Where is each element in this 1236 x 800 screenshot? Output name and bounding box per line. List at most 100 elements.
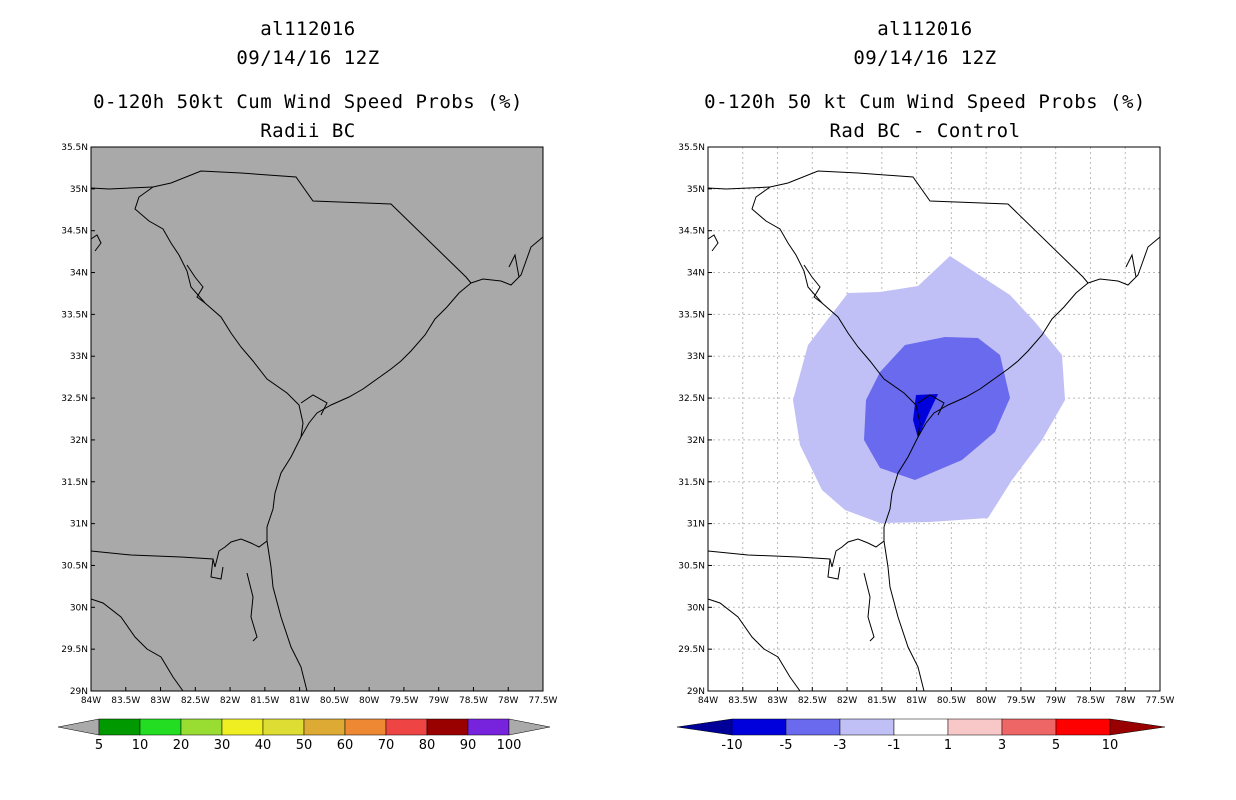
contour-minus3: [864, 337, 1010, 480]
left-lat-label: 29N: [70, 687, 88, 697]
left-lon-label: 80W: [359, 696, 379, 706]
right-lon-label: 79.5W: [1006, 696, 1035, 706]
right-axis: 35.5N 35N 34.5N 34N 33.5N 33N 32.5N 32N 31.5N 31N…: [678, 143, 1174, 706]
left-colorbar-label: 80: [419, 738, 436, 753]
left-lon-label: 80.5W: [320, 696, 349, 706]
left-storm-id: al112016: [260, 18, 356, 40]
right-lat-label: 34N: [687, 269, 705, 279]
left-axis: 35.5N 35N 34.5N 34N 33.5N 33N 32.5N 32N 31.5N 31N…: [61, 143, 557, 706]
left-colorbar-label: 50: [296, 738, 313, 753]
right-colorbar-box: [1001, 718, 1057, 736]
right-lat-label: 33N: [687, 352, 705, 362]
right-lon-label: 84W: [698, 696, 718, 706]
right-colorbar-label: -3: [834, 738, 847, 753]
right-colorbar-end: [676, 718, 733, 736]
left-lon-label: 83W: [150, 696, 170, 706]
right-lat-label: 29.5N: [678, 645, 705, 655]
right-lat-label: 35N: [687, 185, 705, 195]
right-lat-label: 30.5N: [678, 561, 705, 571]
left-lat-label: 32N: [70, 436, 88, 446]
left-colorbar-box: [467, 718, 510, 736]
right-lon-label: 78.5W: [1076, 696, 1105, 706]
right-lat-label: 31.5N: [678, 478, 705, 488]
right-colorbar-label: -1: [888, 738, 901, 753]
right-colorbar: -10 -5 -3 -1 1 3 5 10: [676, 718, 1166, 753]
right-colorbar-label: -5: [780, 738, 793, 753]
right-lon-label: 83.5W: [728, 696, 757, 706]
right-colorbar-box: [785, 718, 841, 736]
left-map-land: [90, 146, 544, 692]
right-colorbar-label: 1: [944, 738, 952, 753]
left-colorbar-label: 60: [337, 738, 354, 753]
right-lon-label: 79W: [1046, 696, 1066, 706]
left-subtitle: Radii BC: [260, 120, 356, 142]
left-colorbar-box: [344, 718, 387, 736]
left-colorbar-label: 90: [460, 738, 477, 753]
right-lon-label: 78W: [1115, 696, 1135, 706]
left-colorbar-box: [221, 718, 264, 736]
left-lon-label: 79W: [429, 696, 449, 706]
left-lat-label: 32.5N: [61, 394, 88, 404]
left-lat-label: 34N: [70, 269, 88, 279]
right-lon-label: 80W: [976, 696, 996, 706]
left-lon-label: 82W: [220, 696, 240, 706]
left-lon-label: 84W: [81, 696, 101, 706]
left-colorbar-end: [57, 718, 100, 736]
right-subtitle: Rad BC - Control: [829, 120, 1021, 142]
right-lat-label: 30N: [687, 603, 705, 613]
right-lat-label: 34.5N: [678, 227, 705, 237]
left-colorbar-box: [426, 718, 469, 736]
right-colorbar-label: -10: [721, 738, 742, 753]
left-colorbar-box: [98, 718, 141, 736]
left-lat-label: 35N: [70, 185, 88, 195]
right-colorbar-box: [947, 718, 1003, 736]
left-lat-label: 29.5N: [61, 645, 88, 655]
left-colorbar-box: [139, 718, 182, 736]
left-colorbar-label: 100: [497, 738, 522, 753]
left-colorbar-box: [385, 718, 428, 736]
right-lat-label: 35.5N: [678, 143, 705, 153]
left-lat-label: 33.5N: [61, 310, 88, 320]
left-lat-label: 30N: [70, 603, 88, 613]
left-colorbar-label: 10: [132, 738, 149, 753]
left-lat-label: 35.5N: [61, 143, 88, 153]
left-lon-label: 77.5W: [529, 696, 558, 706]
left-lon-label: 82.5W: [181, 696, 210, 706]
right-lon-label: 82.5W: [798, 696, 827, 706]
left-lat-label: 33N: [70, 352, 88, 362]
right-colorbar-label: 10: [1102, 738, 1119, 753]
right-colorbar-box: [893, 718, 949, 736]
right-colorbar-label: 3: [998, 738, 1006, 753]
right-colorbar-box: [731, 718, 787, 736]
left-title: 0-120h 50kt Cum Wind Speed Probs (%): [93, 91, 523, 113]
left-colorbar-box: [262, 718, 305, 736]
left-lat-label: 31N: [70, 520, 88, 530]
left-lon-label: 78.5W: [459, 696, 488, 706]
left-lon-label: 79.5W: [389, 696, 418, 706]
right-date: 09/14/16 12Z: [853, 47, 997, 69]
left-colorbar: 5 10 20 30 40 50 60 70 80 90 100: [57, 718, 551, 753]
left-colorbar-label: 5: [95, 738, 103, 753]
left-lon-label: 78W: [498, 696, 518, 706]
left-colorbar-box: [180, 718, 223, 736]
right-colorbar-box: [839, 718, 895, 736]
right-colorbar-box: [1055, 718, 1111, 736]
right-lat-label: 29N: [687, 687, 705, 697]
left-colorbar-label: 30: [214, 738, 231, 753]
right-lon-label: 82W: [837, 696, 857, 706]
right-lon-label: 77.5W: [1146, 696, 1175, 706]
left-colorbar-end: [508, 718, 551, 736]
right-lat-label: 32.5N: [678, 394, 705, 404]
left-colorbar-box: [303, 718, 346, 736]
right-lon-label: 83W: [767, 696, 787, 706]
right-lat-label: 33.5N: [678, 310, 705, 320]
left-lat-label: 30.5N: [61, 561, 88, 571]
right-lon-label: 81W: [906, 696, 926, 706]
right-colorbar-label: 5: [1052, 738, 1060, 753]
left-colorbar-label: 40: [255, 738, 272, 753]
right-lat-label: 32N: [687, 436, 705, 446]
left-date: 09/14/16 12Z: [236, 47, 380, 69]
right-storm-id: al112016: [877, 18, 973, 40]
right-title: 0-120h 50 kt Cum Wind Speed Probs (%): [704, 91, 1146, 113]
